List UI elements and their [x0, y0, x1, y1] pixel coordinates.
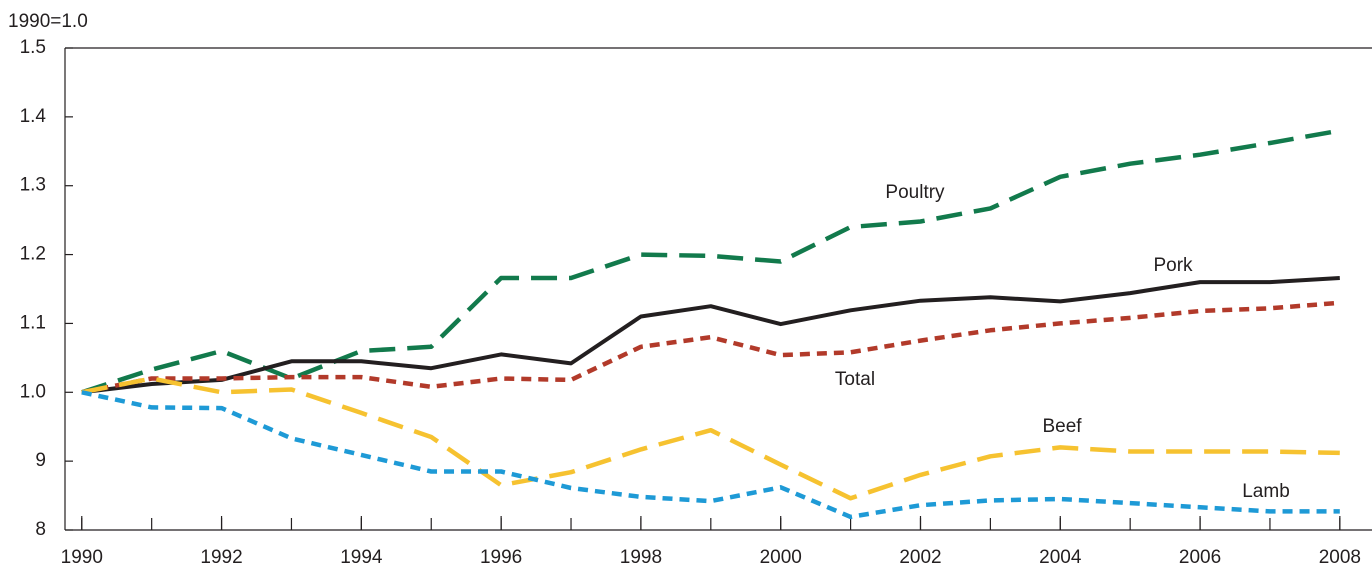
y-tick-label: 1.5 [20, 37, 46, 58]
x-tick-label: 1998 [620, 547, 662, 568]
x-tick-label: 2006 [1179, 547, 1221, 568]
x-tick-label: 2002 [899, 547, 941, 568]
series-label: Poultry [885, 182, 945, 203]
y-axis-label: 1990=1.0 [8, 11, 88, 32]
x-tick-label: 1996 [480, 547, 522, 568]
y-tick-label: 1.0 [20, 381, 46, 402]
x-tick-label: 2008 [1319, 547, 1361, 568]
series-line [81, 376, 1340, 501]
series-line [81, 128, 1341, 395]
series-line [81, 300, 1340, 395]
series-label: Lamb [1242, 481, 1290, 502]
y-tick-label: 1.1 [20, 312, 46, 333]
series-label: Beef [1042, 416, 1082, 437]
series-label: Pork [1153, 255, 1193, 276]
x-tick-label: 1994 [340, 547, 383, 568]
x-tick-label: 1992 [200, 547, 242, 568]
series-label: Total [835, 369, 875, 390]
y-tick-label: 8 [35, 519, 46, 540]
y-tick-label: 1.2 [20, 244, 46, 265]
x-tick-label: 1990 [61, 547, 103, 568]
x-tick-label: 2000 [760, 547, 802, 568]
y-tick-label: 9 [35, 450, 46, 471]
series-line [81, 276, 1340, 395]
y-tick-label: 1.4 [20, 106, 47, 127]
x-tick-label: 2004 [1039, 547, 1082, 568]
y-tick-label: 1.3 [20, 175, 46, 196]
series-line [81, 390, 1340, 520]
